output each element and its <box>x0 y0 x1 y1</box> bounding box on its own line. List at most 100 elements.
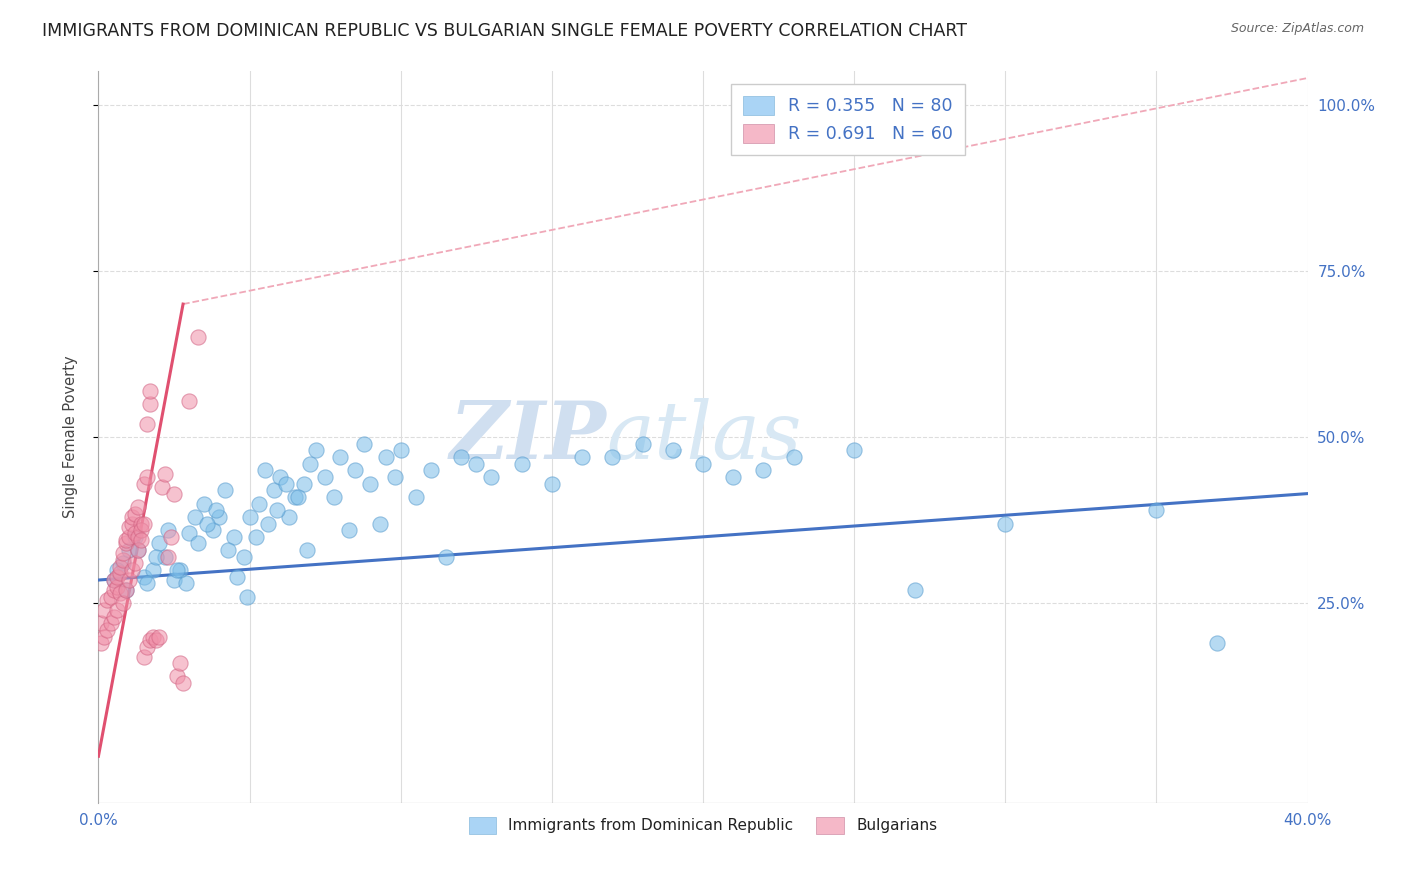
Point <box>299 457 322 471</box>
Point <box>111 596 134 610</box>
Point <box>274 476 297 491</box>
Point <box>105 563 128 577</box>
Point <box>217 543 239 558</box>
Point <box>205 503 228 517</box>
Point <box>163 486 186 500</box>
Point <box>108 559 131 574</box>
Point <box>111 553 134 567</box>
Point <box>193 497 215 511</box>
Point <box>169 656 191 670</box>
Point <box>247 497 270 511</box>
Point <box>118 543 141 558</box>
Text: atlas: atlas <box>606 399 801 475</box>
Point <box>103 582 125 597</box>
Point <box>602 450 624 464</box>
Point <box>1144 503 1167 517</box>
Point <box>156 549 179 564</box>
Point <box>111 557 134 571</box>
Point <box>184 509 207 524</box>
Point <box>232 549 254 564</box>
Point <box>295 543 318 558</box>
Point <box>153 467 176 481</box>
Point <box>287 490 309 504</box>
Point <box>292 476 315 491</box>
Point <box>224 530 246 544</box>
Point <box>314 470 336 484</box>
Point <box>93 603 115 617</box>
Point <box>187 330 209 344</box>
Point <box>368 516 391 531</box>
Point <box>844 443 866 458</box>
Point <box>384 470 406 484</box>
Point <box>124 507 146 521</box>
Point <box>156 523 179 537</box>
Point <box>118 520 141 534</box>
Point <box>450 450 472 464</box>
Point <box>103 573 125 587</box>
Point <box>540 476 562 491</box>
Point <box>329 450 352 464</box>
Point <box>127 500 149 514</box>
Point <box>129 523 152 537</box>
Point <box>172 676 194 690</box>
Point <box>114 536 136 550</box>
Y-axis label: Single Female Poverty: Single Female Poverty <box>63 356 77 518</box>
Point <box>783 450 806 464</box>
Point <box>405 490 427 504</box>
Point <box>108 566 131 581</box>
Point <box>90 616 112 631</box>
Point <box>121 509 143 524</box>
Point <box>510 457 533 471</box>
Point <box>353 436 375 450</box>
Point <box>239 509 262 524</box>
Point <box>166 669 188 683</box>
Point <box>139 632 162 647</box>
Point <box>100 616 122 631</box>
Legend: Immigrants from Dominican Republic, Bulgarians: Immigrants from Dominican Republic, Bulg… <box>460 808 946 843</box>
Point <box>235 590 257 604</box>
Point <box>135 470 157 484</box>
Point <box>1206 636 1229 650</box>
Point <box>121 563 143 577</box>
Point <box>145 549 167 564</box>
Point <box>108 586 131 600</box>
Point <box>153 549 176 564</box>
Point <box>145 632 167 647</box>
Point <box>571 450 593 464</box>
Point <box>179 393 201 408</box>
Point <box>142 630 165 644</box>
Point <box>323 490 346 504</box>
Point <box>195 516 218 531</box>
Point <box>121 516 143 531</box>
Text: Source: ZipAtlas.com: Source: ZipAtlas.com <box>1230 22 1364 36</box>
Point <box>129 533 152 548</box>
Point <box>100 590 122 604</box>
Point <box>465 457 488 471</box>
Point <box>105 580 128 594</box>
Point <box>187 536 209 550</box>
Point <box>118 573 141 587</box>
Point <box>305 443 328 458</box>
Point <box>263 483 285 498</box>
Point <box>127 543 149 558</box>
Point <box>105 603 128 617</box>
Point <box>169 563 191 577</box>
Point <box>179 526 201 541</box>
Point <box>132 649 155 664</box>
Point <box>142 563 165 577</box>
Point <box>129 516 152 531</box>
Point <box>389 443 412 458</box>
Point <box>214 483 236 498</box>
Point <box>631 436 654 450</box>
Point <box>434 549 457 564</box>
Point <box>226 570 249 584</box>
Point <box>139 384 162 398</box>
Point <box>96 623 118 637</box>
Point <box>103 609 125 624</box>
Point <box>114 582 136 597</box>
Point <box>118 530 141 544</box>
Point <box>90 636 112 650</box>
Point <box>420 463 443 477</box>
Point <box>269 470 291 484</box>
Point <box>93 630 115 644</box>
